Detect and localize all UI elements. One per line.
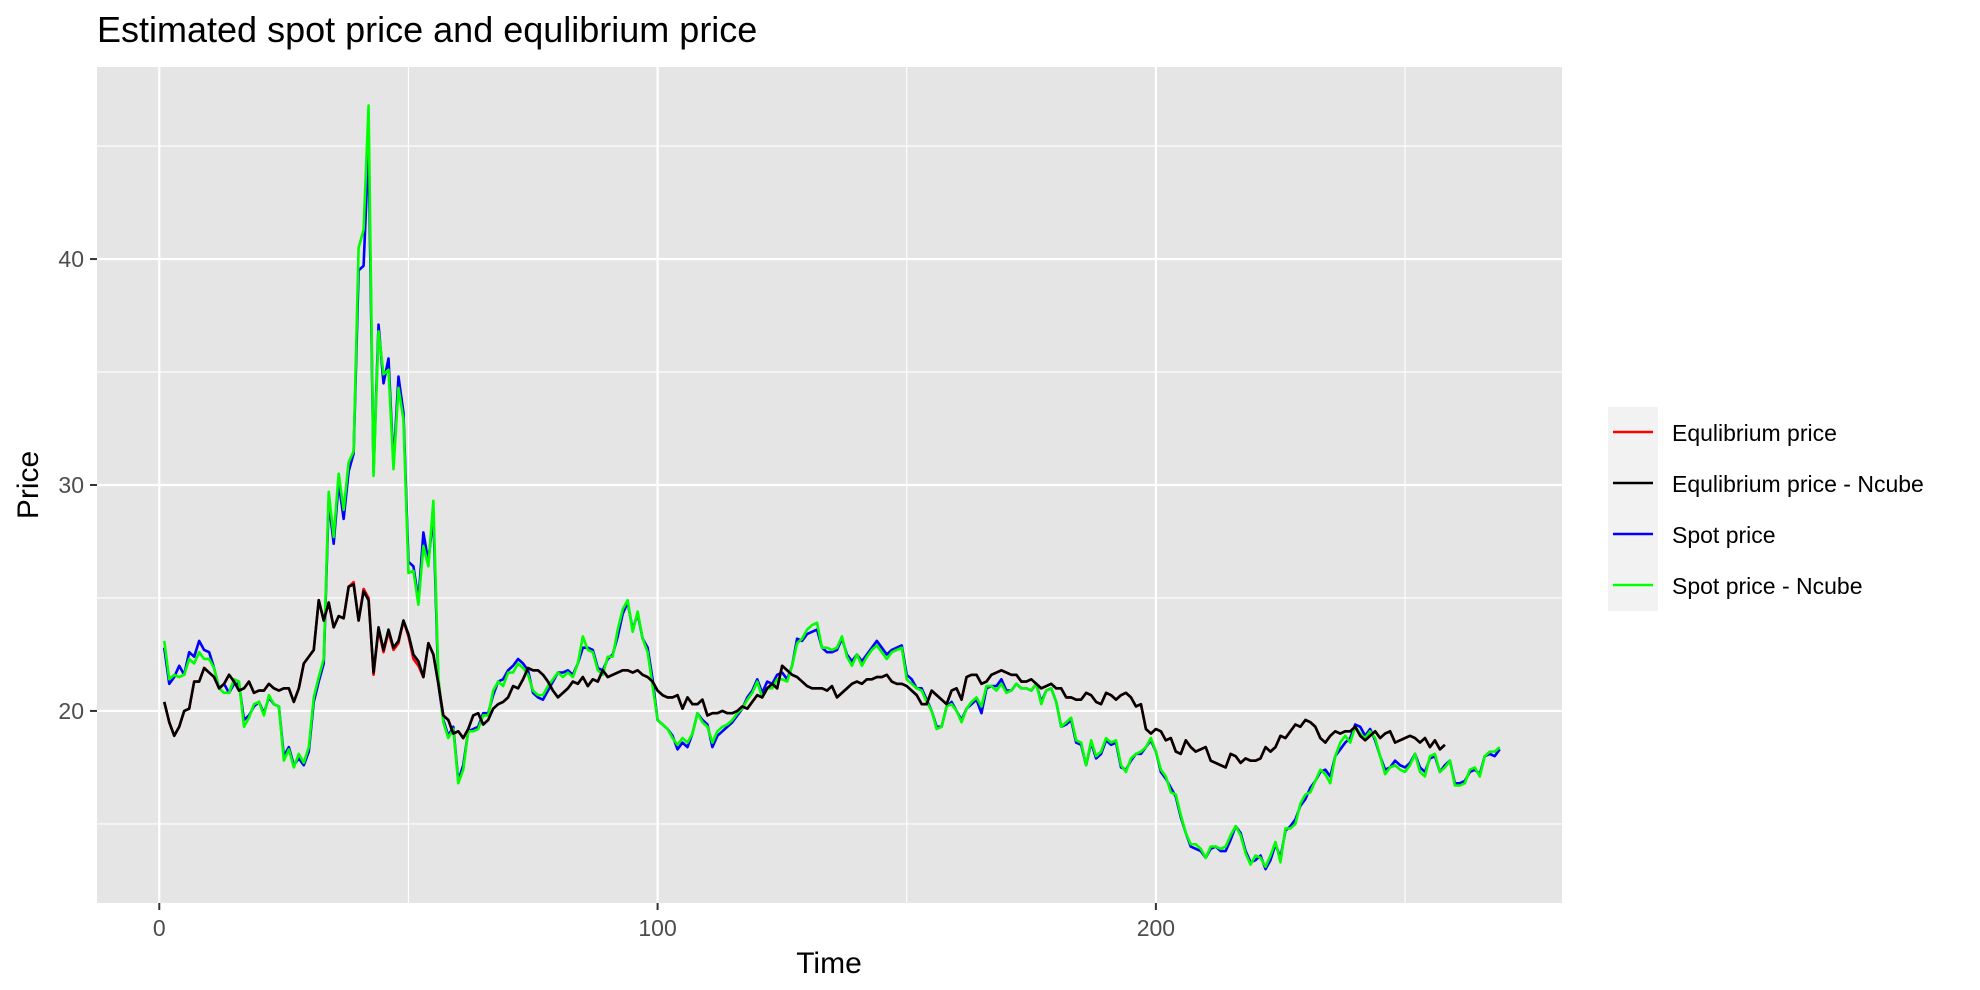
series-line-equlibrium-price-ncube: [163, 583, 1446, 769]
legend-label-spot-price-ncube: Spot price - Ncube: [1672, 573, 1862, 599]
y-axis: 20 30 40: [58, 246, 97, 724]
chart-title: Estimated spot price and equlibrium pric…: [97, 9, 757, 50]
x-tick-label: 200: [1137, 915, 1175, 941]
y-tick-label: 20: [58, 698, 84, 724]
grid-major: [97, 67, 1562, 903]
legend: Equlibrium price Equlibrium price - Ncub…: [1608, 407, 1924, 611]
legend-key-bg: [1608, 407, 1658, 611]
legend-label-equlibrium-price-ncube: Equlibrium price - Ncube: [1672, 471, 1924, 497]
x-tick-label: 100: [638, 915, 676, 941]
y-tick-label: 40: [58, 246, 84, 272]
series-layer: [162, 104, 1501, 871]
y-tick-label: 30: [58, 472, 84, 498]
series-line-spot-price-ncube: [162, 104, 1501, 869]
legend-label-equlibrium-price: Equlibrium price: [1672, 420, 1837, 446]
x-axis: 0 100 200: [153, 903, 1175, 941]
x-axis-title: Time: [796, 947, 862, 980]
legend-label-spot-price: Spot price: [1672, 522, 1776, 548]
y-axis-title: Price: [12, 451, 45, 519]
x-tick-label: 0: [153, 915, 166, 941]
